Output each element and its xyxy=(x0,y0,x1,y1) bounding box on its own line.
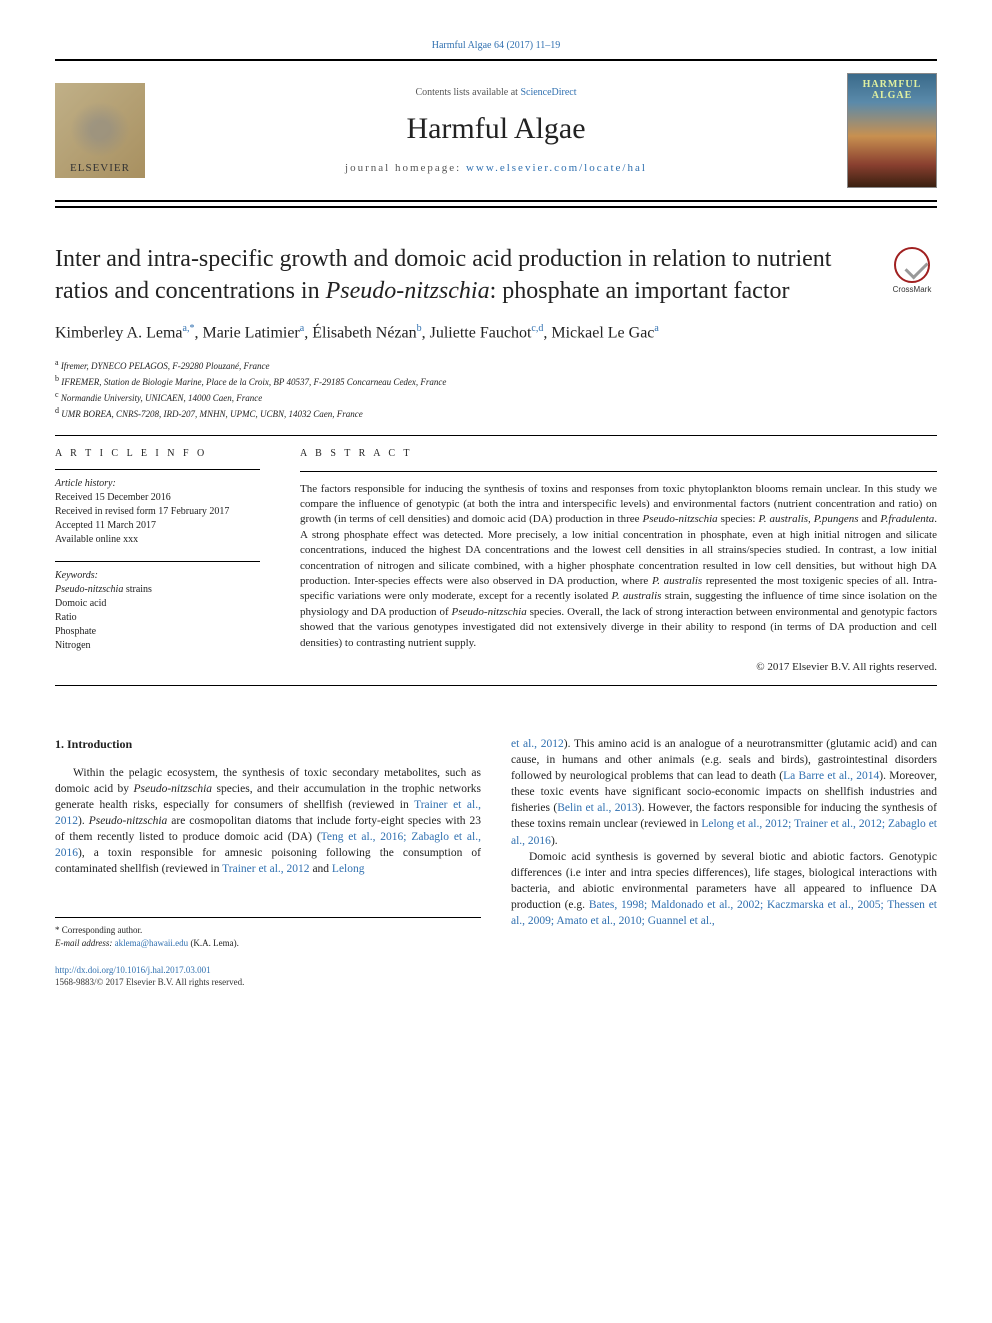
lp-r3[interactable]: Trainer et al., 2012 xyxy=(222,863,309,875)
article-title: Inter and intra-specific growth and domo… xyxy=(55,243,867,308)
abs-t3: and xyxy=(859,513,881,525)
rp-r3[interactable]: Belin et al., 2013 xyxy=(557,802,638,814)
abstract-rule xyxy=(300,471,937,472)
footnote-block: * Corresponding author. E-mail address: … xyxy=(55,917,481,988)
affiliation-a: a Ifremer, DYNECO PELAGOS, F-29280 Plouz… xyxy=(55,357,937,373)
affiliations: a Ifremer, DYNECO PELAGOS, F-29280 Plouz… xyxy=(55,357,937,421)
abs-i5: P. australis xyxy=(612,590,662,602)
affil-c-text: Normandie University, UNICAEN, 14000 Cae… xyxy=(59,393,263,403)
abs-i4: P. australis xyxy=(652,575,702,587)
rp-r1[interactable]: et al., 2012 xyxy=(511,738,564,750)
affiliation-c: c Normandie University, UNICAEN, 14000 C… xyxy=(55,389,937,405)
lp-r4[interactable]: Lelong xyxy=(332,863,365,875)
journal-header: ELSEVIER Contents lists available at Sci… xyxy=(55,59,937,202)
abs-t2: species: xyxy=(718,513,759,525)
contents-available-line: Contents lists available at ScienceDirec… xyxy=(165,87,827,98)
abs-i1: Pseudo-nitzschia xyxy=(643,513,718,525)
lp-i2: Pseudo-nitzschia xyxy=(89,815,168,827)
corresponding-email[interactable]: aklema@hawaii.edu xyxy=(115,938,189,948)
title-row: Inter and intra-specific growth and domo… xyxy=(55,243,937,322)
body-column-left: 1. Introduction Within the pelagic ecosy… xyxy=(55,736,481,989)
crossmark-badge[interactable]: CrossMark xyxy=(887,247,937,294)
elsevier-logo: ELSEVIER xyxy=(55,83,145,178)
author-3: , Élisabeth Nézan xyxy=(304,324,416,341)
keywords-label: Keywords: xyxy=(55,570,260,581)
lp-t6: and xyxy=(310,863,332,875)
crossmark-icon xyxy=(894,247,930,283)
keyword-3: Ratio xyxy=(55,611,260,625)
keyword-1: Pseudo-nitzschia strains xyxy=(55,583,260,597)
article-info-sidebar: A R T I C L E I N F O Article history: R… xyxy=(55,448,260,673)
affil-a-text: Ifremer, DYNECO PELAGOS, F-29280 Plouzan… xyxy=(59,361,270,371)
homepage-prefix: journal homepage: xyxy=(345,162,466,174)
intro-heading: 1. Introduction xyxy=(55,736,481,753)
corresponding-author: * Corresponding author. xyxy=(55,924,481,937)
sciencedirect-link[interactable]: ScienceDirect xyxy=(520,87,576,98)
elsevier-tree-icon xyxy=(65,97,135,162)
journal-name: Harmful Algae xyxy=(165,112,827,146)
header-center: Contents lists available at ScienceDirec… xyxy=(145,87,847,174)
abstract-column: A B S T R A C T The factors responsible … xyxy=(300,448,937,673)
author-4-affil: c,d xyxy=(531,323,543,334)
author-2: , Marie Latimier xyxy=(194,324,299,341)
intro-para-1-left: Within the pelagic ecosystem, the synthe… xyxy=(55,765,481,878)
affil-d-text: UMR BOREA, CNRS-7208, IRD-207, MNHN, UPM… xyxy=(59,409,363,419)
intro-para-1-right: et al., 2012). This amino acid is an ana… xyxy=(511,736,937,849)
contents-prefix: Contents lists available at xyxy=(415,87,520,98)
rp-t4: ). xyxy=(551,835,558,847)
keyword-4: Phosphate xyxy=(55,625,260,639)
email-suffix: (K.A. Lema). xyxy=(188,938,239,948)
abs-i6: Pseudo-nitzschia xyxy=(452,606,527,618)
crossmark-label: CrossMark xyxy=(887,285,937,294)
kw1-rest: strains xyxy=(123,584,152,595)
rule-above-abstract xyxy=(55,435,937,436)
abs-i2: P. australis, P.pungens xyxy=(758,513,858,525)
rule-below-abstract xyxy=(55,685,937,686)
lp-t3: ). xyxy=(78,815,89,827)
header-rule xyxy=(55,206,937,208)
article-history: Received 15 December 2016 Received in re… xyxy=(55,491,260,547)
rp-r2[interactable]: La Barre et al., 2014 xyxy=(783,770,879,782)
affiliation-b: b IFREMER, Station de Biologie Marine, P… xyxy=(55,373,937,389)
abs-i3: P.fradulenta xyxy=(880,513,934,525)
authors-list: Kimberley A. Lemaa,*, Marie Latimier a , É… xyxy=(55,322,937,345)
affil-b-text: IFREMER, Station de Biologie Marine, Pla… xyxy=(59,377,446,387)
keyword-2: Domoic acid xyxy=(55,597,260,611)
author-1: Kimberley A. Lema xyxy=(55,324,183,341)
author-1-affil: a,* xyxy=(183,323,195,334)
lp-i1: Pseudo-nitzschia xyxy=(133,783,212,795)
keyword-5: Nitrogen xyxy=(55,639,260,653)
abstract-heading: A B S T R A C T xyxy=(300,448,937,459)
affiliation-d: d UMR BOREA, CNRS-7208, IRD-207, MNHN, U… xyxy=(55,405,937,421)
kw1-italic: Pseudo-nitzschia xyxy=(55,584,123,595)
title-part-2: : phosphate an important factor xyxy=(490,278,790,304)
elsevier-text: ELSEVIER xyxy=(70,162,130,174)
issn-copyright: 1568-9883/© 2017 Elsevier B.V. All right… xyxy=(55,976,481,989)
keywords-list: Pseudo-nitzschia strains Domoic acid Rat… xyxy=(55,583,260,653)
info-abstract-row: A R T I C L E I N F O Article history: R… xyxy=(55,448,937,673)
cover-title: HARMFUL ALGAE xyxy=(848,79,936,101)
article-info-heading: A R T I C L E I N F O xyxy=(55,448,260,459)
abstract-copyright: © 2017 Elsevier B.V. All rights reserved… xyxy=(300,661,937,673)
doi-link[interactable]: http://dx.doi.org/10.1016/j.hal.2017.03.… xyxy=(55,964,481,977)
abstract-text: The factors responsible for inducing the… xyxy=(300,482,937,651)
intro-para-2-right: Domoic acid synthesis is governed by sev… xyxy=(511,849,937,929)
info-rule-2 xyxy=(55,561,260,562)
body-columns: 1. Introduction Within the pelagic ecosy… xyxy=(55,736,937,989)
journal-cover-thumbnail: HARMFUL ALGAE xyxy=(847,73,937,188)
email-line: E-mail address: aklema@hawaii.edu (K.A. … xyxy=(55,937,481,950)
author-4: , Juliette Fauchot xyxy=(422,324,532,341)
info-rule xyxy=(55,469,260,470)
journal-issue-link[interactable]: Harmful Algae 64 (2017) 11–19 xyxy=(55,40,937,51)
email-label: E-mail address: xyxy=(55,938,112,948)
body-column-right: et al., 2012). This amino acid is an ana… xyxy=(511,736,937,989)
author-5-affil: a xyxy=(654,323,658,334)
title-italic: Pseudo-nitzschia xyxy=(326,278,490,304)
journal-homepage-line: journal homepage: www.elsevier.com/locat… xyxy=(165,162,827,174)
article-history-label: Article history: xyxy=(55,478,260,489)
homepage-url[interactable]: www.elsevier.com/locate/hal xyxy=(466,162,647,174)
author-5: , Mickael Le Gac xyxy=(543,324,654,341)
